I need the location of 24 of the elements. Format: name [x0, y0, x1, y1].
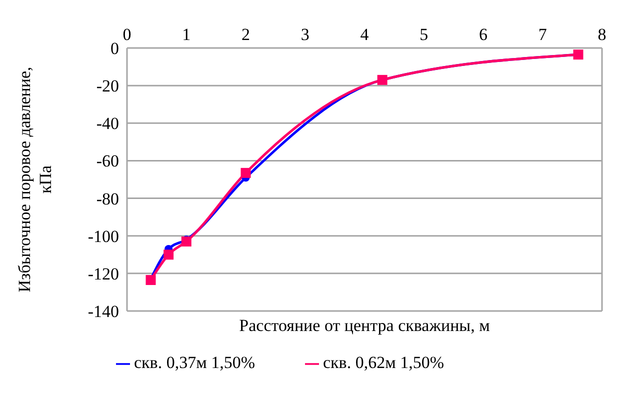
- point: [240, 168, 251, 178]
- point: [164, 250, 174, 260]
- x-tick-label: 3: [300, 25, 310, 44]
- x-tick-label: 0: [122, 25, 132, 44]
- y-tick-label: -20: [96, 76, 119, 96]
- x-tick-label: 7: [538, 25, 548, 44]
- y-tick-label: -120: [88, 264, 119, 284]
- x-tick-label: 6: [479, 25, 488, 44]
- x-axis-title: Расстояние от центра скважины, м: [239, 316, 490, 336]
- y-tick-label: -80: [96, 189, 119, 208]
- y-axis-title: Избыточное поровое давление, кПа: [15, 66, 55, 292]
- x-tick-label: 4: [360, 25, 370, 44]
- legend-label: скв. 0,62м 1,50%: [323, 353, 444, 372]
- x-tick-label: 1: [182, 25, 191, 44]
- x-tick-label: 5: [420, 25, 428, 44]
- y-tick-label: -140: [88, 302, 119, 322]
- point: [181, 236, 192, 246]
- legend-label: скв. 0,37м 1,50%: [134, 353, 255, 372]
- y-tick-label: 0: [110, 39, 119, 58]
- y-tick-label: -60: [96, 152, 119, 171]
- y-tick-label: -100: [88, 226, 119, 246]
- x-tick-label: 2: [242, 25, 250, 44]
- y-tick-label: -40: [96, 114, 119, 134]
- x-tick-label: 8: [598, 25, 606, 44]
